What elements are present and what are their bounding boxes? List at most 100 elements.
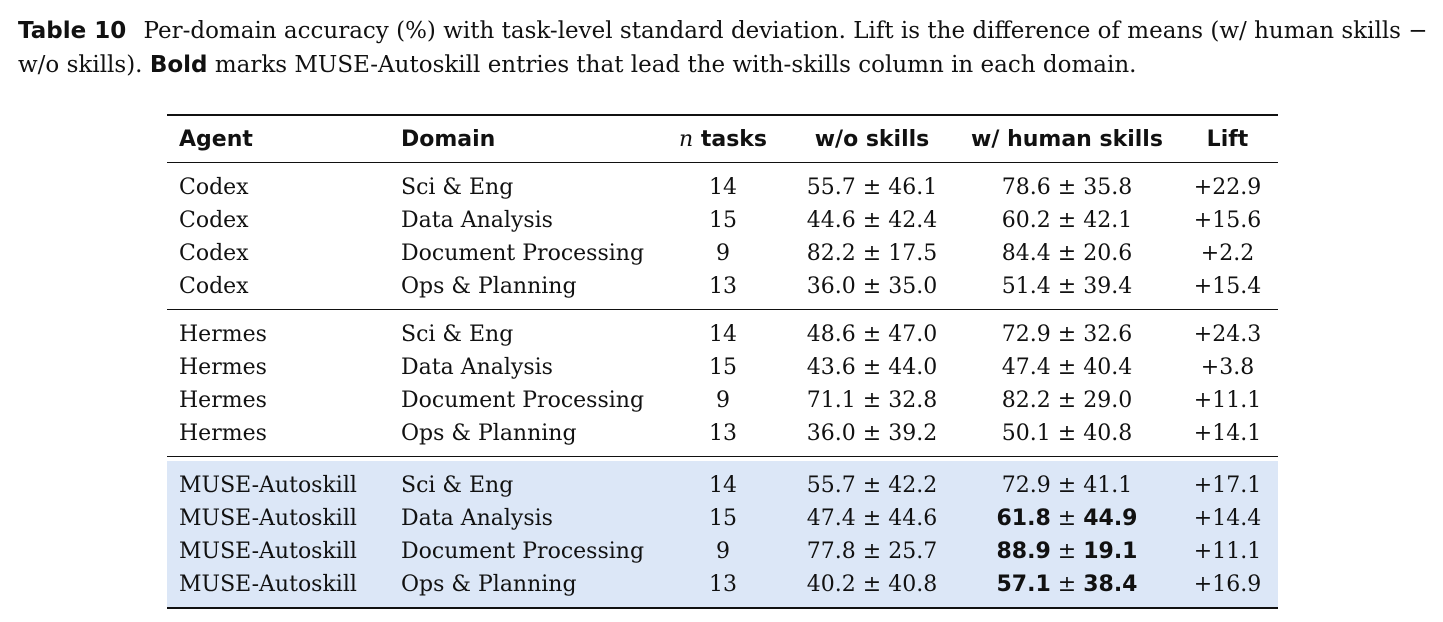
table-row: Hermes Data Analysis 15 43.6 ± 44.0 47.4 ± 4…: [167, 351, 1278, 384]
cell-w-human-skills: 72.9 ± 41.1: [957, 461, 1177, 502]
cell-n-tasks: 9: [716, 388, 730, 413]
header-w-human-skills: w/ human skills: [971, 126, 1163, 152]
cell-wo-skills-mean: 43.6: [806, 355, 856, 380]
cell-domain: Sci & Eng: [401, 175, 514, 200]
cell-w-human-skills: 51.4 ± 39.4: [957, 270, 1177, 310]
cell-n-tasks: 9: [659, 535, 787, 568]
cell-w-human-skills: 88.9 ± 19.1: [957, 535, 1177, 568]
cell-lift: +15.6: [1193, 208, 1262, 233]
caption-text-1: Per-domain accuracy (%) with task-level …: [18, 18, 1428, 78]
cell-agent: Hermes: [179, 322, 267, 347]
cell-domain: Data Analysis: [401, 355, 553, 380]
cell-lift: +22.9: [1193, 175, 1262, 200]
table-caption: Table 10 Per-domain accuracy (%) with ta…: [18, 14, 1438, 82]
cell-wo-skills-mean: 48.6: [806, 322, 856, 347]
cell-agent: MUSE-Autoskill: [167, 461, 389, 502]
table-label: Table 10: [18, 18, 127, 44]
cell-wo-skills: 36.0 ± 35.0: [787, 270, 957, 310]
cell-wo-skills-sd: 47.0: [888, 322, 938, 347]
cell-w-human-skills: 61.8 ± 44.9: [957, 502, 1177, 535]
cell-wo-skills-mean: 36.0: [806, 274, 856, 299]
cell-domain: Ops & Planning: [401, 274, 577, 299]
cell-n-tasks: 14: [709, 175, 737, 200]
table-row: Codex Data Analysis 15 44.6 ± 42.4 60.2 ± 42…: [167, 204, 1278, 237]
table-row: Hermes Document Processing 9 71.1 ± 32.8 82.…: [167, 384, 1278, 417]
cell-agent: Hermes: [179, 388, 267, 413]
header-n-tasks: n tasks: [659, 115, 787, 163]
header-agent: Agent: [179, 126, 253, 152]
table-row: Hermes Sci & Eng 14 48.6 ± 47.0 72.9 ± 32.6 +…: [167, 310, 1278, 352]
cell-agent: Codex: [179, 241, 249, 266]
plus-minus-symbol: ±: [855, 241, 889, 266]
caption-text-2: marks MUSE-Autoskill entries that lead t…: [214, 52, 1137, 78]
cell-n-tasks: 13: [709, 421, 737, 446]
plus-minus-symbol: ±: [855, 274, 889, 299]
cell-domain: Ops & Planning: [389, 568, 659, 608]
cell-wo-skills: 77.8 ± 25.7: [787, 535, 957, 568]
cell-domain: Document Processing: [401, 241, 645, 266]
cell-wo-skills-mean: 71.1: [806, 388, 856, 413]
cell-w-human-skills-sd: 39.4: [1083, 274, 1133, 299]
cell-wo-skills-sd: 42.2: [888, 473, 938, 498]
cell-domain: Ops & Planning: [401, 421, 577, 446]
cell-w-human-skills-sd: 38.4: [1083, 572, 1138, 597]
cell-lift: +24.3: [1193, 322, 1262, 347]
plus-minus-symbol: ±: [855, 572, 889, 597]
cell-n-tasks: 13: [709, 274, 737, 299]
cell-w-human-skills-mean: 82.2: [1001, 388, 1051, 413]
cell-lift: +17.1: [1177, 461, 1278, 502]
cell-n-tasks: 9: [716, 241, 730, 266]
plus-minus-symbol: ±: [1050, 274, 1084, 299]
cell-w-human-skills-mean: 72.9: [1001, 473, 1051, 498]
table-row: Codex Sci & Eng 14 55.7 ± 46.1 78.6 ± 35.8 +2…: [167, 163, 1278, 205]
cell-wo-skills-sd: 44.0: [888, 355, 938, 380]
cell-wo-skills: 40.2 ± 40.8: [787, 568, 957, 608]
cell-wo-skills-sd: 17.5: [888, 241, 938, 266]
cell-wo-skills: 47.4 ± 44.6: [787, 502, 957, 535]
cell-n-tasks: 15: [709, 208, 737, 233]
cell-w-human-skills: 60.2 ± 42.1: [957, 204, 1177, 237]
cell-lift: +14.1: [1193, 421, 1262, 446]
plus-minus-symbol: ±: [855, 506, 889, 531]
table-group-hermes: Hermes Sci & Eng 14 48.6 ± 47.0 72.9 ± 32.6 +…: [167, 310, 1278, 457]
results-table-container: Agent Domain n tasks w/o skills w/ human…: [167, 114, 1278, 609]
cell-wo-skills-mean: 47.4: [806, 506, 856, 531]
cell-lift: +15.4: [1193, 274, 1262, 299]
plus-minus-symbol: ±: [1050, 175, 1084, 200]
plus-minus-symbol: ±: [855, 421, 889, 446]
plus-minus-symbol: ±: [855, 539, 889, 564]
cell-w-human-skills-sd: 42.1: [1083, 208, 1133, 233]
cell-n-tasks: 13: [659, 568, 787, 608]
header-wo-skills: w/o skills: [814, 126, 930, 152]
cell-w-human-skills-mean: 57.1: [996, 572, 1051, 597]
table-group-codex: Codex Sci & Eng 14 55.7 ± 46.1 78.6 ± 35.8 +2…: [167, 163, 1278, 310]
cell-wo-skills-sd: 25.7: [888, 539, 938, 564]
plus-minus-symbol: ±: [1050, 355, 1084, 380]
results-table: Agent Domain n tasks w/o skills w/ human…: [167, 114, 1278, 609]
cell-wo-skills-mean: 55.7: [806, 175, 856, 200]
plus-minus-symbol: ±: [855, 355, 889, 380]
cell-w-human-skills-mean: 84.4: [1001, 241, 1051, 266]
plus-minus-symbol: ±: [855, 175, 889, 200]
table-row: MUSE-Autoskill Data Analysis 15 47.4 ± 44.6…: [167, 502, 1278, 535]
cell-wo-skills-sd: 35.0: [888, 274, 938, 299]
cell-agent: Codex: [179, 208, 249, 233]
cell-w-human-skills-mean: 60.2: [1001, 208, 1051, 233]
cell-w-human-skills-sd: 44.9: [1083, 506, 1138, 531]
cell-domain: Sci & Eng: [401, 322, 514, 347]
cell-wo-skills-sd: 39.2: [888, 421, 938, 446]
table-row: Codex Ops & Planning 13 36.0 ± 35.0 51.4 ± 3…: [167, 270, 1278, 310]
plus-minus-symbol: ±: [1050, 322, 1084, 347]
table-row: Codex Document Processing 9 82.2 ± 17.5 84.4…: [167, 237, 1278, 270]
plus-minus-symbol: ±: [855, 322, 889, 347]
cell-wo-skills: 82.2 ± 17.5: [787, 237, 957, 270]
cell-agent: MUSE-Autoskill: [167, 502, 389, 535]
cell-wo-skills-sd: 46.1: [888, 175, 938, 200]
cell-lift: +11.1: [1193, 388, 1262, 413]
cell-w-human-skills-sd: 19.1: [1083, 539, 1138, 564]
cell-wo-skills-mean: 40.2: [806, 572, 856, 597]
cell-w-human-skills: 57.1 ± 38.4: [957, 568, 1177, 608]
table-row: Hermes Ops & Planning 13 36.0 ± 39.2 50.1 ± …: [167, 417, 1278, 457]
cell-w-human-skills: 50.1 ± 40.8: [957, 417, 1177, 457]
plus-minus-symbol: ±: [1050, 506, 1084, 531]
